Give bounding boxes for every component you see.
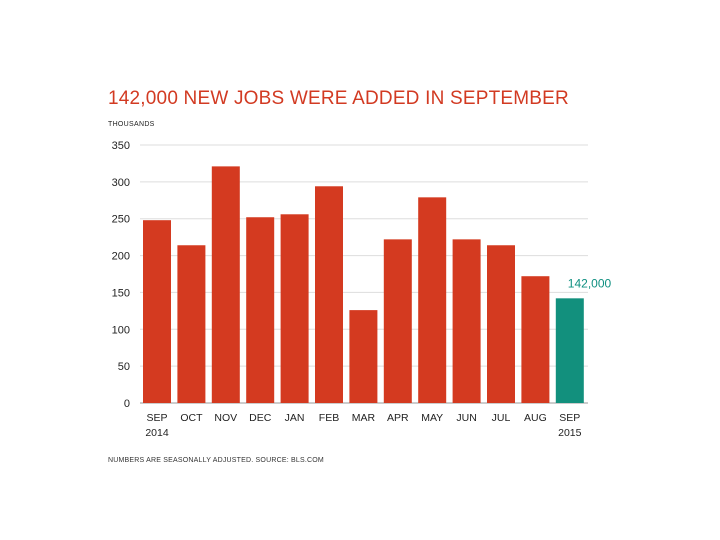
highlight-bar bbox=[555, 298, 584, 403]
x-tick-label: SEP bbox=[146, 412, 167, 424]
bar bbox=[315, 186, 343, 403]
x-tick-label: NOV bbox=[214, 412, 237, 424]
y-tick-label: 350 bbox=[112, 140, 130, 152]
x-tick-label: AUG bbox=[524, 412, 547, 424]
y-tick-label: 200 bbox=[112, 251, 130, 263]
y-tick-label: 300 bbox=[112, 177, 130, 189]
bar bbox=[177, 245, 206, 403]
bar bbox=[418, 197, 447, 403]
chart-title: 142,000 NEW JOBS WERE ADDED IN SEPTEMBER bbox=[108, 88, 569, 109]
bar bbox=[521, 276, 550, 403]
y-tick-label: 250 bbox=[112, 214, 130, 226]
x-tick-label: SEP bbox=[559, 412, 580, 424]
x-tick-label: DEC bbox=[249, 412, 272, 424]
bar bbox=[383, 239, 412, 403]
bar bbox=[280, 214, 309, 403]
bar bbox=[211, 166, 240, 403]
bar bbox=[487, 245, 515, 403]
x-tick-label: APR bbox=[387, 412, 409, 424]
highlight-data-label: 142,000 bbox=[568, 276, 612, 290]
x-tick-label: MAR bbox=[352, 412, 376, 424]
y-tick-label: 50 bbox=[118, 361, 130, 373]
x-tick-sublabel: 2014 bbox=[145, 427, 169, 439]
y-tick-label: 100 bbox=[112, 324, 130, 336]
bar bbox=[143, 220, 171, 403]
x-tick-label: FEB bbox=[319, 412, 339, 424]
bar bbox=[246, 217, 275, 403]
x-tick-label: JUN bbox=[456, 412, 476, 424]
y-tick-label: 150 bbox=[112, 287, 130, 299]
x-tick-label: JUL bbox=[492, 412, 511, 424]
x-tick-sublabel: 2015 bbox=[558, 427, 582, 439]
bar bbox=[349, 310, 378, 403]
x-tick-label: JAN bbox=[285, 412, 305, 424]
y-tick-label: 0 bbox=[124, 398, 130, 410]
x-tick-label: OCT bbox=[180, 412, 203, 424]
source-note: NUMBERS ARE SEASONALLY ADJUSTED. SOURCE:… bbox=[108, 457, 324, 464]
x-tick-label: MAY bbox=[421, 412, 443, 424]
bar bbox=[452, 239, 481, 403]
y-axis-unit-label: THOUSANDS bbox=[108, 121, 155, 128]
